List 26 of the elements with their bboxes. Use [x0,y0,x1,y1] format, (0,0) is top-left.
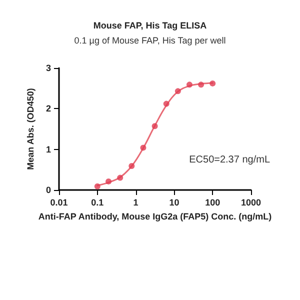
x-tick-label: 1 [133,198,138,208]
annotation: EC50=2.37 ng/mL [189,154,270,166]
y-tick-label: 0 [46,185,51,195]
x-tick-label: 1000 [240,198,262,208]
x-axis-title: Anti-FAP Antibody, Mouse IgG2a (FAP5) Conc. (ng/mL) [38,212,272,222]
y-axis-title: Mean Abs. (OD450) [26,88,36,170]
point [152,123,158,130]
y-tick-label: 2 [46,104,51,114]
y-tick-label: 3 [46,63,51,73]
x-tick-label: 0.1 [91,198,104,208]
point [94,183,100,190]
y-tick-label: 1 [46,144,51,154]
point [198,82,204,88]
point [186,82,192,88]
point [163,100,170,107]
x-tick-label: 100 [205,198,220,208]
point [117,174,124,181]
point [140,144,146,151]
chart-subtitle: 0.1 µg of Mouse FAP, His Tag per well [74,36,226,46]
x-tick-label: 10 [169,198,180,208]
point [210,80,216,86]
point [174,88,181,94]
point [128,163,135,170]
x-tick-label: 0.01 [50,198,68,208]
point [106,178,112,184]
chart-title: Mouse FAP, His Tag ELISA [93,20,208,30]
